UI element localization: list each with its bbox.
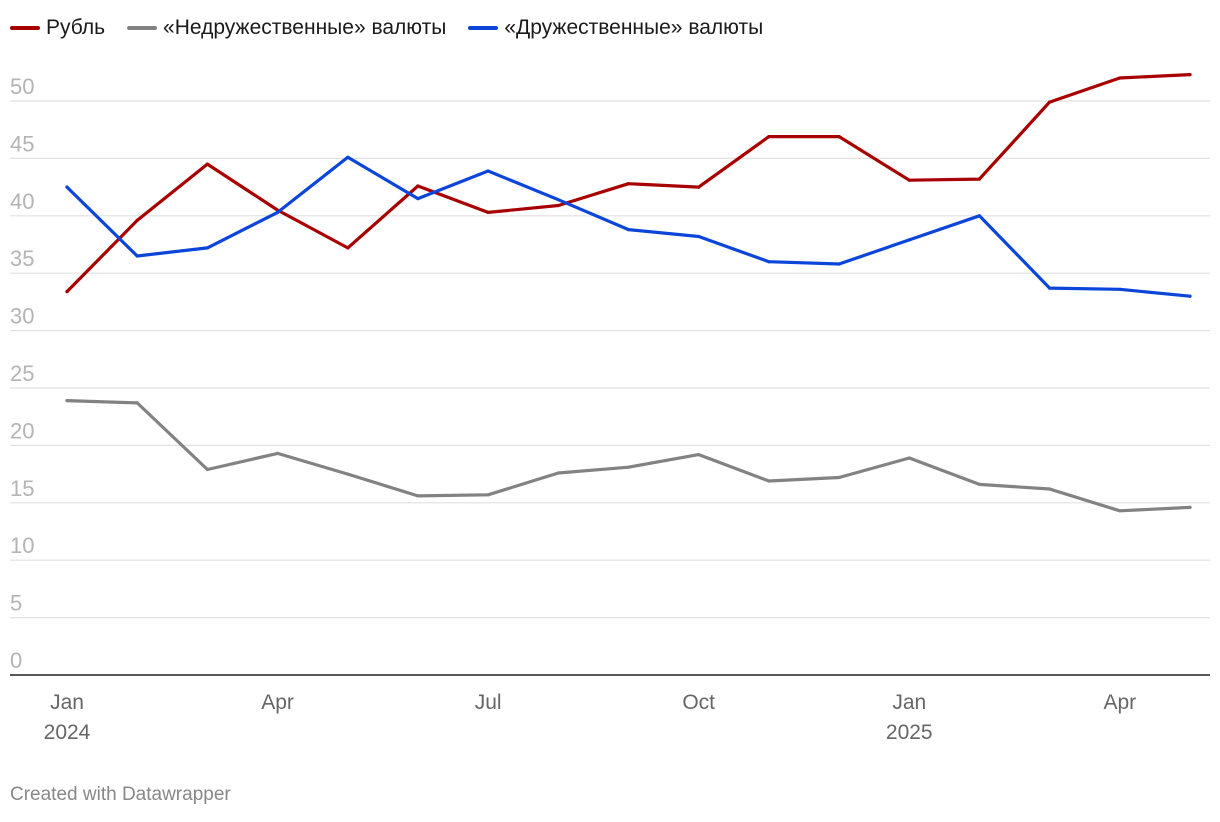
y-tick-label: 45 bbox=[10, 131, 34, 156]
legend-label: Рубль bbox=[46, 16, 106, 39]
data-point bbox=[65, 399, 69, 403]
legend-label: «Дружественные» валюты bbox=[504, 16, 764, 39]
data-point bbox=[907, 178, 911, 182]
data-point bbox=[1048, 286, 1052, 290]
data-point bbox=[907, 238, 911, 242]
legend-item: «Дружественные» валюты bbox=[468, 16, 763, 40]
y-tick-label: 5 bbox=[10, 591, 22, 616]
data-point bbox=[135, 218, 139, 222]
data-point bbox=[486, 493, 490, 497]
data-point bbox=[626, 182, 631, 186]
data-point bbox=[1118, 76, 1122, 80]
y-tick-label: 0 bbox=[10, 648, 22, 673]
data-point bbox=[346, 246, 350, 250]
data-point bbox=[1048, 100, 1052, 104]
y-tick-label: 15 bbox=[10, 476, 34, 501]
data-point bbox=[1118, 287, 1122, 291]
footer-credit: Created with Datawrapper bbox=[10, 784, 231, 805]
data-point bbox=[486, 169, 490, 173]
data-point bbox=[977, 482, 982, 486]
x-tick-label: Apr bbox=[261, 691, 294, 714]
data-point bbox=[907, 456, 911, 460]
data-point bbox=[1118, 509, 1122, 513]
x-tick-label: Jul bbox=[475, 691, 502, 714]
y-tick-label: 40 bbox=[10, 189, 34, 214]
legend-swatch bbox=[10, 26, 40, 30]
data-point bbox=[276, 210, 280, 214]
data-point bbox=[276, 451, 280, 455]
data-point bbox=[205, 246, 209, 250]
data-point bbox=[767, 479, 771, 483]
data-point bbox=[486, 210, 490, 214]
data-point bbox=[697, 234, 701, 239]
data-point bbox=[626, 465, 631, 469]
x-tick-label: Apr bbox=[1103, 691, 1136, 714]
data-point bbox=[135, 254, 139, 258]
legend-item: «Недружественные» валюты bbox=[127, 16, 446, 40]
data-point bbox=[205, 162, 209, 166]
data-point bbox=[837, 262, 841, 266]
data-point bbox=[205, 467, 209, 472]
x-tick-year-label: 2025 bbox=[886, 721, 933, 744]
data-point bbox=[1188, 294, 1192, 298]
data-point bbox=[416, 184, 420, 188]
data-point bbox=[416, 494, 420, 498]
data-point bbox=[65, 185, 69, 189]
legend-item: Рубль bbox=[10, 16, 105, 40]
x-tick-label: Jan bbox=[50, 691, 84, 714]
data-point bbox=[556, 203, 560, 208]
data-point bbox=[626, 228, 631, 232]
data-point bbox=[767, 260, 771, 264]
data-point bbox=[977, 177, 982, 181]
data-point bbox=[416, 197, 420, 201]
data-point bbox=[697, 185, 701, 189]
data-point bbox=[346, 155, 350, 159]
data-point bbox=[837, 135, 841, 139]
series-line bbox=[65, 155, 1192, 298]
x-tick-label: Oct bbox=[682, 691, 715, 714]
x-tick-label: Jan bbox=[892, 691, 926, 714]
y-tick-label: 25 bbox=[10, 361, 34, 386]
data-point bbox=[1048, 487, 1052, 491]
data-point bbox=[135, 401, 139, 405]
y-tick-label: 50 bbox=[10, 74, 34, 99]
data-point bbox=[767, 135, 771, 139]
data-point bbox=[1188, 505, 1192, 509]
y-tick-label: 20 bbox=[10, 418, 34, 443]
data-point bbox=[556, 198, 560, 202]
chart-legend: Рубль «Недружественные» валюты «Дружествен… bbox=[10, 16, 785, 40]
data-point bbox=[346, 472, 350, 476]
y-tick-label: 30 bbox=[10, 304, 34, 329]
data-point bbox=[837, 475, 841, 480]
legend-label: «Недружественные» валюты bbox=[163, 16, 447, 39]
data-point bbox=[556, 471, 560, 475]
data-point bbox=[65, 290, 69, 294]
series-line bbox=[65, 399, 1192, 513]
legend-swatch bbox=[468, 26, 499, 30]
data-point bbox=[697, 453, 701, 457]
legend-swatch bbox=[127, 26, 158, 30]
data-point bbox=[1188, 73, 1192, 77]
x-tick-year-label: 2024 bbox=[44, 721, 91, 744]
y-tick-label: 10 bbox=[10, 533, 34, 558]
data-point bbox=[977, 214, 982, 218]
y-tick-label: 35 bbox=[10, 246, 34, 271]
